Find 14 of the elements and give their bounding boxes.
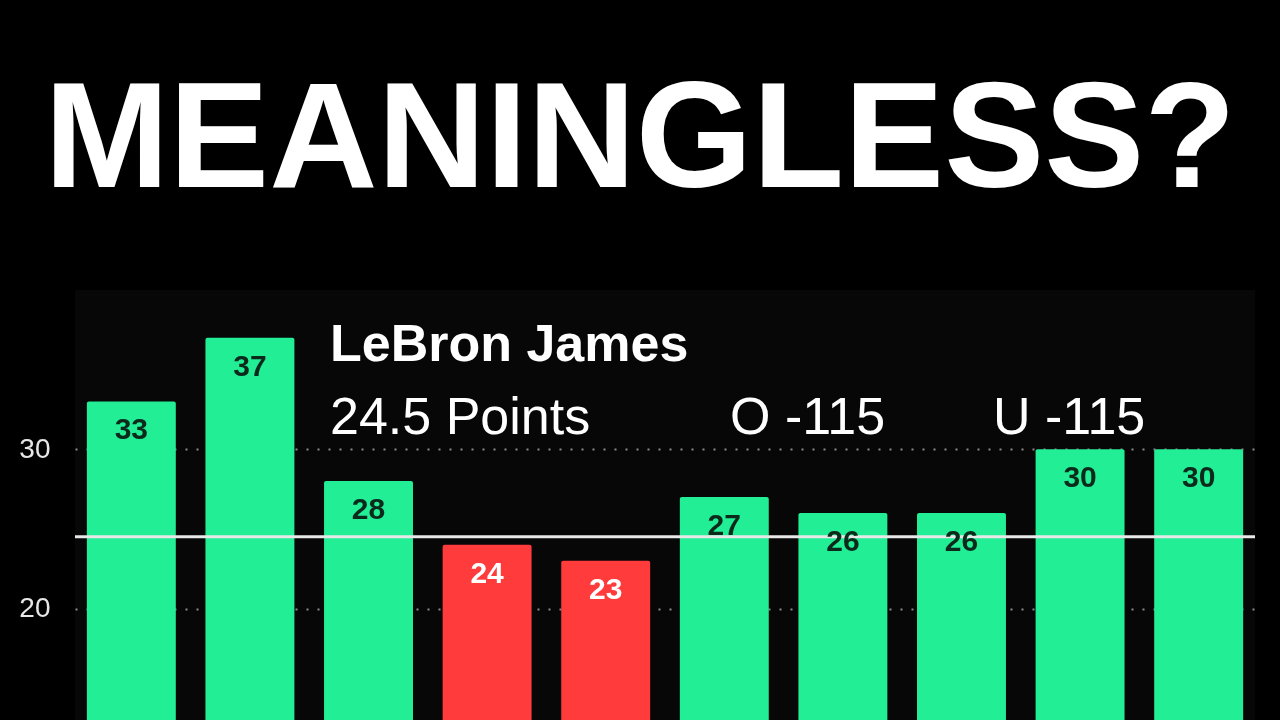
y-tick-label: 20 (19, 592, 51, 624)
chart-title: MEANINGLESS? (44, 51, 1236, 219)
annotation: U -115 (993, 387, 1146, 445)
annotation: 24.5 Points (330, 387, 591, 445)
annotation: LeBron James (330, 314, 689, 372)
annotation: O -115 (730, 387, 886, 445)
data-label: 24 (470, 555, 505, 589)
data-label: 33 (114, 412, 149, 446)
data-label: 27 (707, 508, 741, 542)
data-label: 37 (233, 348, 267, 382)
data-label: 23 (589, 571, 623, 605)
data-label: 30 (1063, 460, 1097, 494)
data-label: 28 (351, 492, 386, 526)
data-label: 30 (1181, 460, 1216, 494)
